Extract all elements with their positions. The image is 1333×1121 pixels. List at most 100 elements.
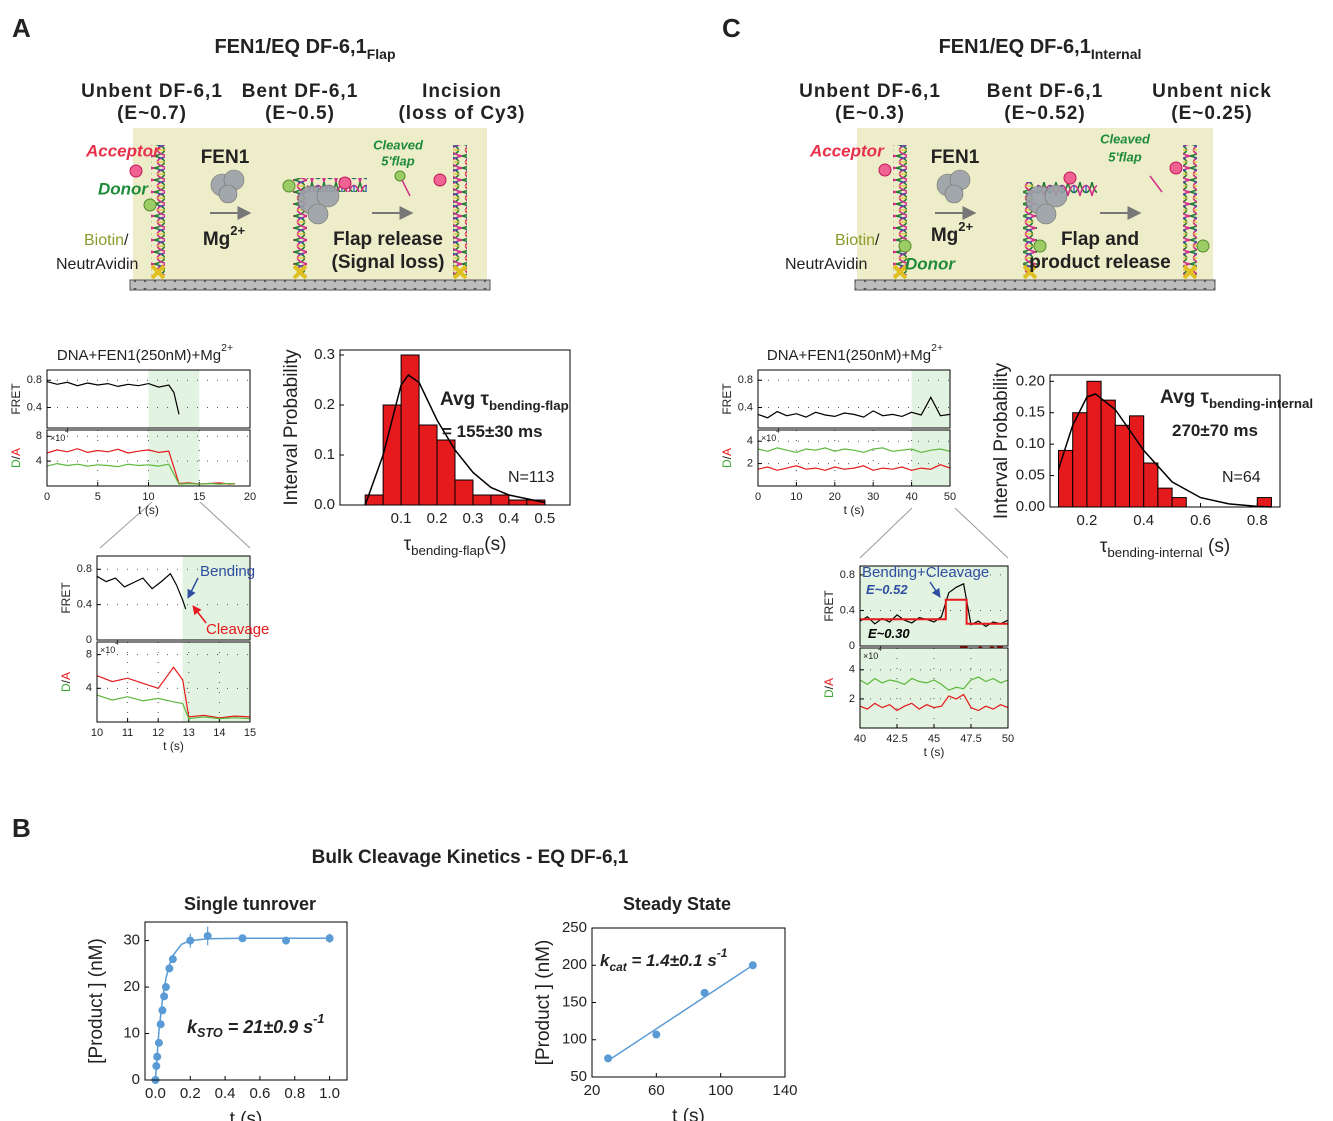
annotation-arrow — [187, 577, 199, 599]
state: (E~0.3) — [835, 103, 905, 124]
neutravidin-label: NeutrAvidin — [785, 256, 867, 273]
y-axis-label: D/A — [822, 678, 836, 698]
y-tick-label: 0.8 — [77, 563, 92, 575]
diagram-title: FEN1/EQ DF-6,1Internal — [939, 36, 1142, 61]
annotation: Avg τbending-internal — [1160, 387, 1313, 411]
annotation-part: 270±70 ms — [1172, 421, 1258, 440]
plot-frame — [859, 647, 1009, 729]
annotation: Avg τbending-flap — [440, 389, 569, 413]
x-tick-label: 10 — [142, 491, 154, 503]
chart-title: DNA+FEN1(250nM)+Mg2+ — [57, 342, 233, 364]
title-part: Internal — [1091, 46, 1142, 62]
x-tick-label: 20 — [829, 491, 841, 503]
zoom-connector — [99, 501, 251, 549]
bar — [436, 439, 456, 506]
mg-label: Mg2+ — [931, 219, 974, 246]
x-tick-label: 0.5 — [534, 510, 555, 527]
mg-part: Mg — [931, 225, 958, 246]
plot-frame — [96, 555, 251, 641]
y-tick-label: 0.4 — [77, 599, 92, 611]
y-tick-label: 100 — [562, 1031, 587, 1048]
annotation: Bending+Cleavage — [862, 564, 989, 581]
x-tick-label: 50 — [1002, 733, 1014, 745]
enzyme-label: FEN1 — [201, 147, 250, 168]
x-axis-label-part: t (s) — [163, 739, 184, 753]
state: Unbent DF-6,1 — [799, 81, 941, 102]
flap-label: 5'flap — [381, 153, 414, 168]
plot-frame — [46, 429, 251, 487]
trace — [46, 462, 235, 485]
x-tick-label: 0 — [755, 491, 761, 503]
trace — [859, 676, 1009, 691]
y-axis-label-part: / — [822, 685, 836, 689]
y-tick-label: 250 — [562, 919, 587, 936]
annotation: Bending — [200, 563, 255, 580]
diagram-a: FEN1/EQ DF-6,1Flap Unbent DF-6,1 (E~0.7)… — [56, 36, 525, 291]
x-tick-label: 14 — [213, 727, 225, 739]
release-label: product release — [1029, 252, 1171, 273]
trace — [757, 464, 951, 471]
scale-label: ×104 — [863, 646, 882, 662]
annotation-part: -1 — [717, 946, 728, 960]
fit-line — [607, 964, 754, 1062]
chart-title: Steady State — [623, 894, 731, 914]
dna — [1183, 145, 1197, 275]
bar — [454, 479, 474, 506]
fen1 — [210, 169, 340, 225]
y-axis-label-part: / — [720, 455, 734, 459]
bar — [1100, 399, 1116, 508]
x-tick-label: 10 — [91, 727, 103, 739]
y-tick-label: 0.10 — [1016, 435, 1045, 452]
annotation-part: Cleavage — [206, 621, 269, 638]
x-tick-label: 15 — [244, 727, 256, 739]
flap — [401, 179, 411, 197]
annotation-part: E~0.52 — [866, 582, 908, 597]
state: Bent DF-6,1 — [987, 81, 1104, 102]
annotation-arrow — [192, 605, 207, 624]
biotin: Biotin — [835, 232, 875, 249]
annotation-part: cat — [609, 960, 627, 974]
bar — [1072, 412, 1088, 508]
donor-dye — [1196, 239, 1210, 253]
x-axis-label-part: (s) — [1203, 536, 1230, 557]
annotation-part: k — [600, 951, 611, 970]
point — [158, 1006, 167, 1015]
donor-dye — [1033, 239, 1047, 253]
highlight — [182, 642, 250, 722]
x-tick-label: 20 — [584, 1082, 601, 1099]
x-axis-label: τbending-internal (s) — [1100, 536, 1230, 560]
fit-line — [1057, 393, 1272, 508]
y-axis-label: D/A — [59, 672, 73, 692]
highlight — [911, 430, 950, 486]
y-tick-label: 20 — [123, 978, 140, 995]
x-axis-label: t (s) — [163, 739, 184, 753]
scale-label-part: 4 — [878, 646, 882, 653]
x-axis-label: t (s) — [844, 503, 865, 517]
x-tick-label: 0.2 — [1076, 512, 1097, 529]
y-tick-label: 0 — [849, 640, 855, 652]
x-tick-label: 5 — [95, 491, 101, 503]
scale-label-part: 4 — [776, 428, 780, 435]
fen1 — [936, 169, 1068, 225]
y-axis-label-part: Interval Probability — [991, 362, 1012, 519]
dna — [151, 145, 165, 275]
scale-label-part: ×10 — [50, 433, 65, 443]
y-tick-label: 4 — [849, 664, 855, 676]
chart-title-part: 2+ — [931, 342, 943, 354]
neutravidin — [892, 264, 1198, 280]
release-label: Flap release — [333, 229, 443, 250]
flap-label: 5'flap — [1108, 149, 1141, 164]
scale-label-part: 4 — [115, 640, 119, 647]
x-tick-label: 40 — [905, 491, 917, 503]
x-tick-label: 40 — [854, 733, 866, 745]
state: Unbent DF-6,1 — [81, 81, 223, 102]
x-tick-label: 0.4 — [1133, 512, 1154, 529]
state: (E~0.5) — [265, 103, 335, 124]
donor-dye — [898, 239, 912, 253]
y-axis-label-part: FRET — [822, 590, 836, 622]
y-tick-label: 0.1 — [314, 446, 335, 463]
scale-label-part: ×10 — [761, 433, 776, 443]
bar — [1058, 449, 1074, 508]
x-tick-label: 10 — [790, 491, 802, 503]
